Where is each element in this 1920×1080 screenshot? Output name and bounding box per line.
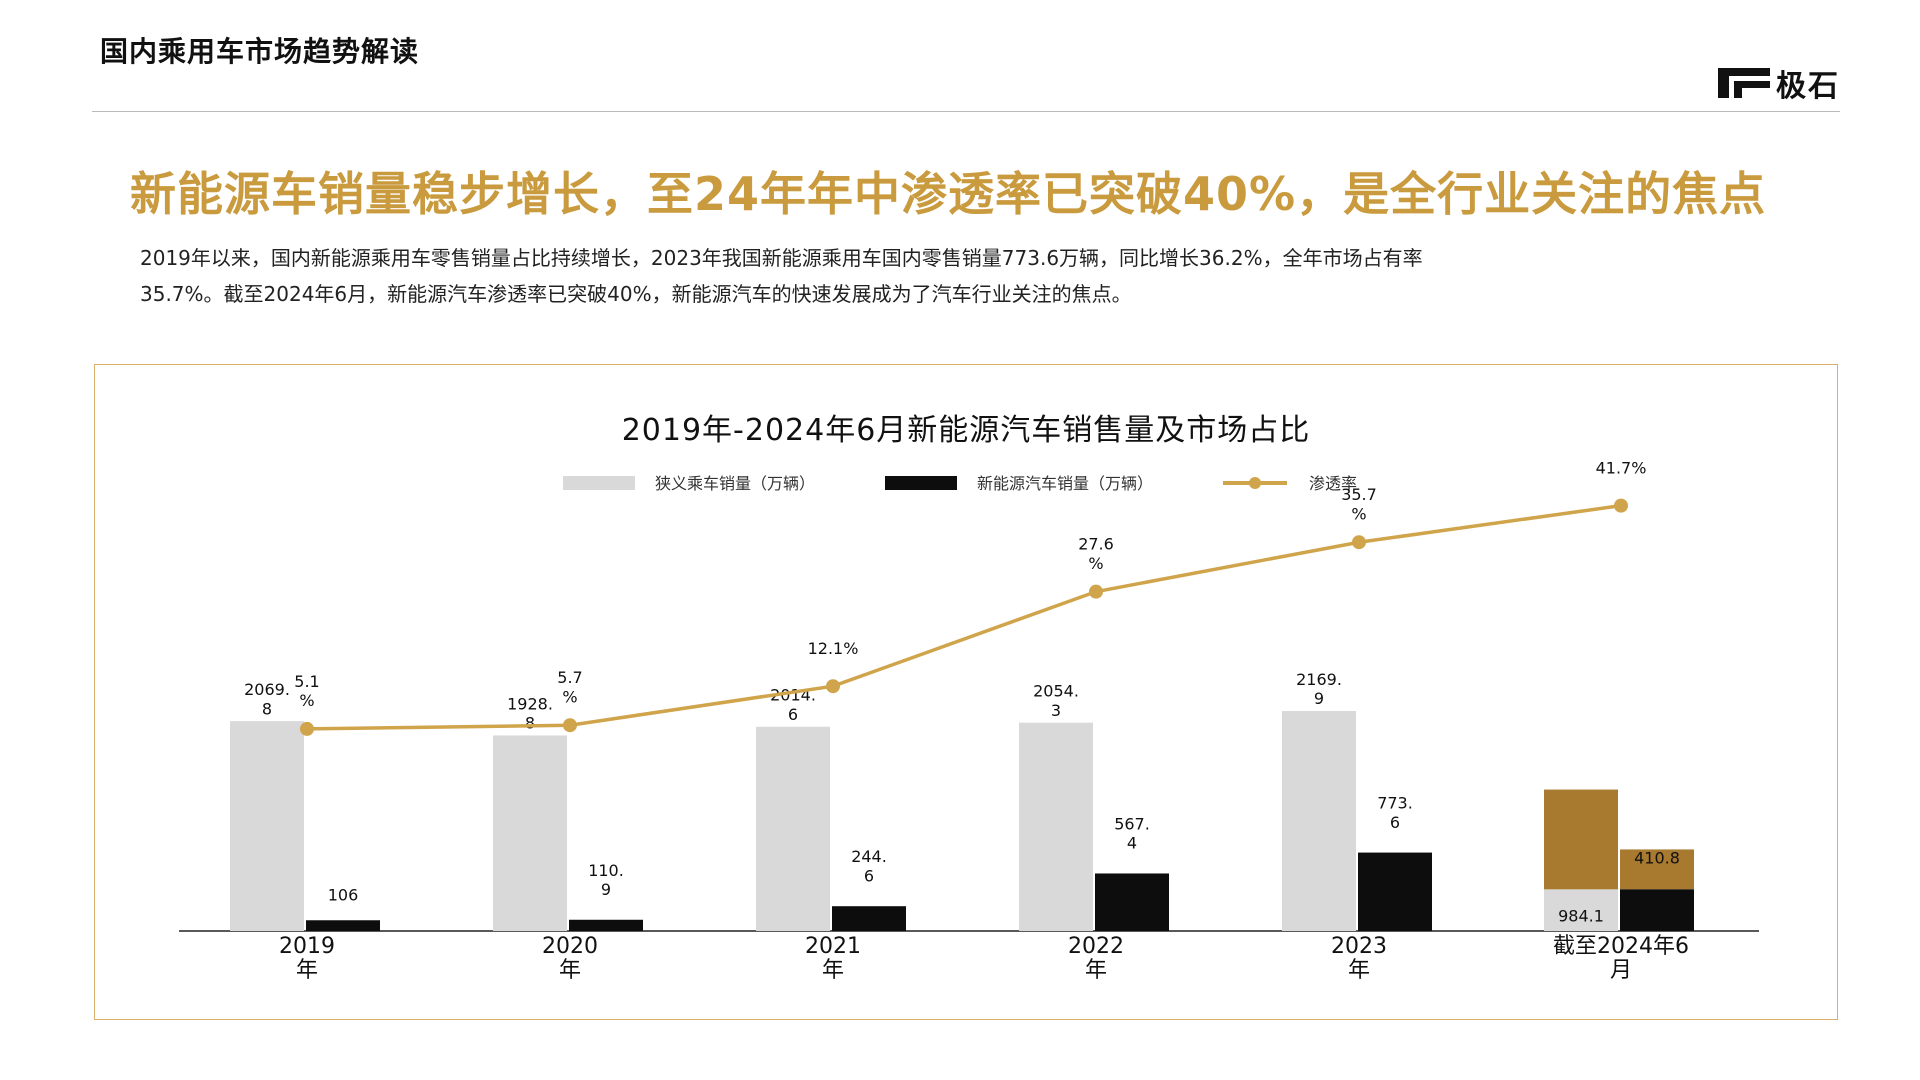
penetration-point-4 (1352, 535, 1366, 550)
nev-sales-label-0: 106 (328, 885, 359, 904)
x-tick-label-5: 截至2024年6 月 (1553, 934, 1689, 983)
nev-sales-label-4: 773. 6 (1377, 794, 1413, 832)
penetration-point-1 (563, 718, 577, 733)
nev-sales-label-1: 110. 9 (588, 861, 624, 899)
narrow-sales-bar-base-5 (1544, 889, 1618, 931)
legend-swatch-1 (885, 476, 957, 490)
penetration-label-0: 5.1% (294, 672, 319, 710)
x-tick-label-1: 2020 年 (542, 934, 598, 983)
narrow-sales-bar-5 (1544, 789, 1618, 890)
logo-text: 极石 (1776, 69, 1840, 104)
narrow-sales-bar-2 (756, 726, 830, 931)
intro-paragraph: 2019年以来，国内新能源乘用车零售销量占比持续增长，2023年我国新能源乘用车… (140, 240, 1780, 312)
penetration-label-1: 5.7% (557, 668, 582, 706)
penetration-point-3 (1089, 584, 1103, 599)
narrow-sales-label-1: 1928. 8 (507, 694, 553, 732)
narrow-sales-label-4: 2169. 9 (1296, 670, 1342, 708)
legend-label-0: 狭义乘车销量（万辆） (655, 474, 815, 493)
nev-sales-bar-5 (1620, 889, 1694, 931)
page-header: 国内乘用车市场趋势解读 极石 (92, 22, 1840, 112)
penetration-label-4: 35.7% (1341, 485, 1377, 523)
nev-sales-bar-2 (832, 906, 906, 931)
section-title: 国内乘用车市场趋势解读 (100, 35, 420, 68)
narrow-sales-bar-3 (1019, 722, 1093, 931)
legend-label-2: 渗透率 (1309, 474, 1357, 493)
narrow-sales-label-3: 2054. 3 (1033, 682, 1079, 720)
nev-sales-label-5: 410.8 (1634, 848, 1680, 867)
x-tick-label-3: 2022 年 (1068, 934, 1124, 983)
nev-sales-bar-4 (1358, 852, 1432, 931)
narrow-sales-bar-4 (1282, 711, 1356, 931)
nev-sales-bar-cap-5 (1620, 849, 1694, 890)
penetration-point-2 (826, 679, 840, 694)
nev-sales-label-3: 567. 4 (1114, 814, 1150, 852)
narrow-sales-label-5: 984.1 (1558, 907, 1604, 926)
penetration-line (306, 503, 1622, 731)
chart-title: 2019年-2024年6月新能源汽车销售量及市场占比 (621, 413, 1311, 448)
nev-sales-bar-3 (1095, 873, 1169, 931)
headline: 新能源车销量稳步增长，至24年年中渗透率已突破40%，是全行业关注的焦点 (130, 167, 1767, 221)
penetration-label-5: 41.7% (1596, 459, 1647, 478)
x-tick-label-0: 2019 年 (279, 934, 335, 983)
narrow-sales-bar-1 (493, 735, 567, 931)
penetration-point-5 (1614, 498, 1628, 513)
legend-marker-2 (1249, 477, 1261, 489)
penetration-label-2: 12.1% (808, 639, 859, 658)
legend-swatch-0 (563, 476, 635, 490)
x-tick-label-2: 2021 年 (805, 934, 861, 983)
chart-panel: 2019年-2024年6月新能源汽车销售量及市场占比 狭义乘车销量（万辆） 新能源… (94, 364, 1838, 1020)
intro-line-1: 2019年以来，国内新能源乘用车零售销量占比持续增长，2023年我国新能源乘用车… (140, 246, 1423, 270)
logo-mark-icon (1718, 68, 1770, 98)
nev-sales-bar-1 (569, 919, 643, 931)
x-tick-label-4: 2023 年 (1331, 934, 1387, 983)
intro-line-2: 35.7%。截至2024年6月，新能源汽车渗透率已突破40%，新能源汽车的快速发… (140, 282, 1132, 306)
penetration-point-0 (300, 721, 314, 736)
brand-logo: 极石 (1718, 66, 1840, 104)
narrow-sales-bar-0 (230, 721, 304, 931)
narrow-sales-label-0: 2069. 8 (244, 680, 290, 718)
penetration-label-3: 27.6% (1078, 535, 1114, 573)
legend-label-1: 新能源汽车销量（万辆） (977, 474, 1153, 493)
nev-sales-bar-0 (306, 920, 380, 931)
nev-sales-label-2: 244. 6 (851, 847, 887, 885)
